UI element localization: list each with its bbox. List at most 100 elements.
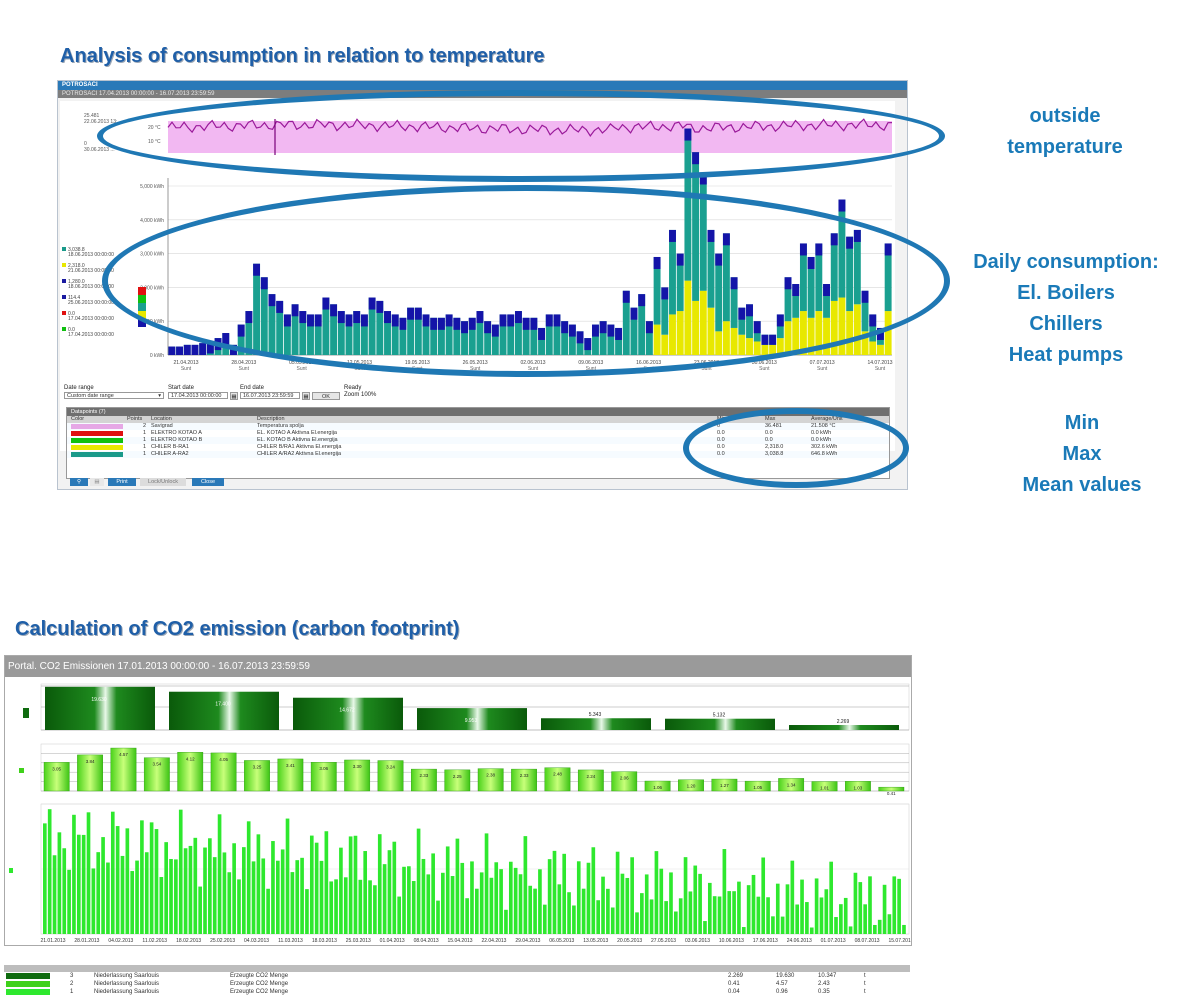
- heat-pump-bar: [491, 324, 499, 337]
- datapoint-color-swatch[interactable]: [71, 438, 123, 443]
- daily-co2-bar: [76, 834, 81, 934]
- co2-x-date-label: 29.04.2013: [515, 938, 540, 944]
- daily-co2-bar: [441, 872, 445, 934]
- analysis-heading: Analysis of consumption in relation to t…: [60, 45, 545, 67]
- datapoint-color-swatch[interactable]: [71, 445, 123, 450]
- daily-co2-bar: [591, 847, 596, 934]
- daily-co2-bar: [130, 871, 135, 934]
- heat-pump-bar: [299, 311, 307, 324]
- daily-co2-bar: [470, 861, 474, 934]
- heat-pump-bar: [630, 307, 638, 320]
- daily-co2-bar: [91, 868, 96, 934]
- datapoint-color-swatch[interactable]: [71, 452, 123, 457]
- daily-co2-bar: [382, 864, 387, 934]
- ok-button[interactable]: OK: [312, 392, 340, 400]
- heat-pump-bar: [522, 317, 530, 330]
- end-date-field[interactable]: 16.07.2013 23:59:59: [240, 392, 300, 399]
- col-avg: Average/Unit: [811, 416, 843, 422]
- x-day-label: Sunt: [759, 366, 770, 372]
- chiller-a-bar: [253, 263, 261, 355]
- heat-pump-bar: [437, 317, 445, 330]
- co2-x-date-label: 18.02.2013: [176, 938, 201, 944]
- close-button[interactable]: Close: [192, 478, 224, 486]
- daily-co2-bar: [475, 888, 479, 934]
- daily-co2-bar: [159, 877, 164, 934]
- daily-co2-bar: [809, 927, 814, 934]
- heat-pump-bar: [206, 341, 214, 354]
- daily-co2-bar: [640, 893, 644, 934]
- legend-marker: [62, 247, 66, 251]
- daily-co2-bar: [246, 821, 251, 934]
- chiller-a-bar: [376, 300, 384, 355]
- daily-co2-bar: [707, 882, 712, 934]
- heat-pump-bar: [545, 314, 553, 327]
- monthly-bar-label: 14.672: [339, 708, 355, 714]
- color-key-block: [138, 295, 146, 303]
- daily-co2-bar: [756, 896, 761, 934]
- x-date-label: 12.05.2013: [347, 360, 372, 366]
- chiller-a-bar: [399, 317, 407, 355]
- chiller-a-bar: [607, 324, 615, 355]
- datapoint-row[interactable]: 1 CHILER A-RA2 CHILER A/RA2 Aktivna El.ene…: [67, 451, 889, 458]
- heat-pump-bar: [430, 317, 438, 330]
- chiller-b-bar: [792, 317, 800, 355]
- legend-value: 0.0: [68, 327, 75, 333]
- daily-co2-bar: [144, 852, 149, 934]
- datapoint-row[interactable]: 1 ELEKTRO KOTAO B EL. KOTAO B Aktivna El.e…: [67, 437, 889, 444]
- daily-co2-bar: [125, 828, 130, 934]
- heat-pump-bar: [792, 284, 800, 297]
- co2-table-row[interactable]: 3 Niederlassung Saarlouis Erzeugte CO2 Men…: [4, 972, 910, 980]
- datapoint-row[interactable]: 1 ELEKTRO KOTAO A EL. KOTAO A Aktivna El.e…: [67, 430, 889, 437]
- calendar-icon[interactable]: ▦: [230, 392, 238, 400]
- datapoints-panel: Datapoints (7) Color Points Location Des…: [66, 407, 890, 479]
- heat-pump-bar: [669, 229, 676, 242]
- chiller-a-bar: [746, 304, 753, 339]
- weekly-bar-label: 4.57: [119, 752, 128, 757]
- chiller-b-bar: [738, 334, 746, 355]
- datapoint-avg: 0.0 kWh: [811, 430, 832, 436]
- date-range-select[interactable]: Custom date range ▾: [64, 392, 164, 399]
- co2-x-date-label: 15.04.2013: [448, 938, 473, 944]
- y-tick-label: 0 kWh: [150, 353, 164, 359]
- chiller-b-bar: [715, 331, 723, 355]
- co2-x-date-label: 25.02.2013: [210, 938, 235, 944]
- daily-co2-bar: [290, 872, 295, 934]
- heat-pump-bar: [499, 314, 507, 327]
- chiller-b-bar: [807, 317, 815, 355]
- chiller-a-bar: [630, 307, 638, 355]
- heat-pump-bar: [399, 317, 407, 330]
- export-icon-button[interactable]: ▤: [90, 478, 104, 486]
- co2-x-date-label: 27.05.2013: [651, 938, 676, 944]
- heat-pump-bar: [445, 314, 453, 327]
- color-key-block: [138, 319, 146, 327]
- y-tick-label: 4,000 kWh: [140, 218, 164, 224]
- weekly-bar-label: 3.05: [52, 766, 61, 771]
- datapoint-row[interactable]: 2 Savigrad Temperatura spolja 0 36.481 21.508…: [67, 423, 889, 430]
- monthly-bar-label: 5.132: [713, 713, 726, 719]
- start-date-field[interactable]: 17.04.2013 00:00:00: [168, 392, 228, 399]
- co2-row-unit: t: [864, 989, 866, 995]
- co2-x-date-label: 10.06.2013: [719, 938, 744, 944]
- calendar-icon[interactable]: ▦: [302, 392, 310, 400]
- datapoint-row[interactable]: 1 CHILER B-RA1 CHILER B/RA1 Aktivna El.ene…: [67, 444, 889, 451]
- filter-icon-button[interactable]: ⚲: [70, 478, 88, 486]
- monthly-bar-label: 9.953: [465, 718, 478, 724]
- co2-heading: Calculation of CO2 emission (carbon foot…: [15, 618, 460, 640]
- daily-co2-bar: [431, 853, 435, 934]
- heat-pump-bar: [453, 317, 461, 330]
- lock-unlock-button[interactable]: Lock/Unlock: [140, 478, 186, 486]
- daily-co2-bar: [324, 831, 329, 934]
- chiller-a-bar: [245, 311, 253, 355]
- weekly-bar-label: 1.34: [787, 782, 796, 787]
- datapoint-color-swatch[interactable]: [71, 424, 123, 429]
- heat-pump-bar: [592, 324, 599, 337]
- print-button[interactable]: Print: [108, 478, 136, 486]
- datapoint-avg: 0.0 kWh: [811, 437, 832, 443]
- col-location: Location: [151, 416, 172, 422]
- datapoint-color-swatch[interactable]: [71, 431, 123, 436]
- daily-co2-bar: [790, 860, 795, 934]
- co2-table-row[interactable]: 1 Niederlassung Saarlouis Erzeugte CO2 Men…: [4, 988, 910, 996]
- daily-co2-bar: [824, 889, 829, 934]
- co2-table-row[interactable]: 2 Niederlassung Saarlouis Erzeugte CO2 Men…: [4, 980, 910, 988]
- co2-x-date-label: 11.02.2013: [142, 938, 167, 944]
